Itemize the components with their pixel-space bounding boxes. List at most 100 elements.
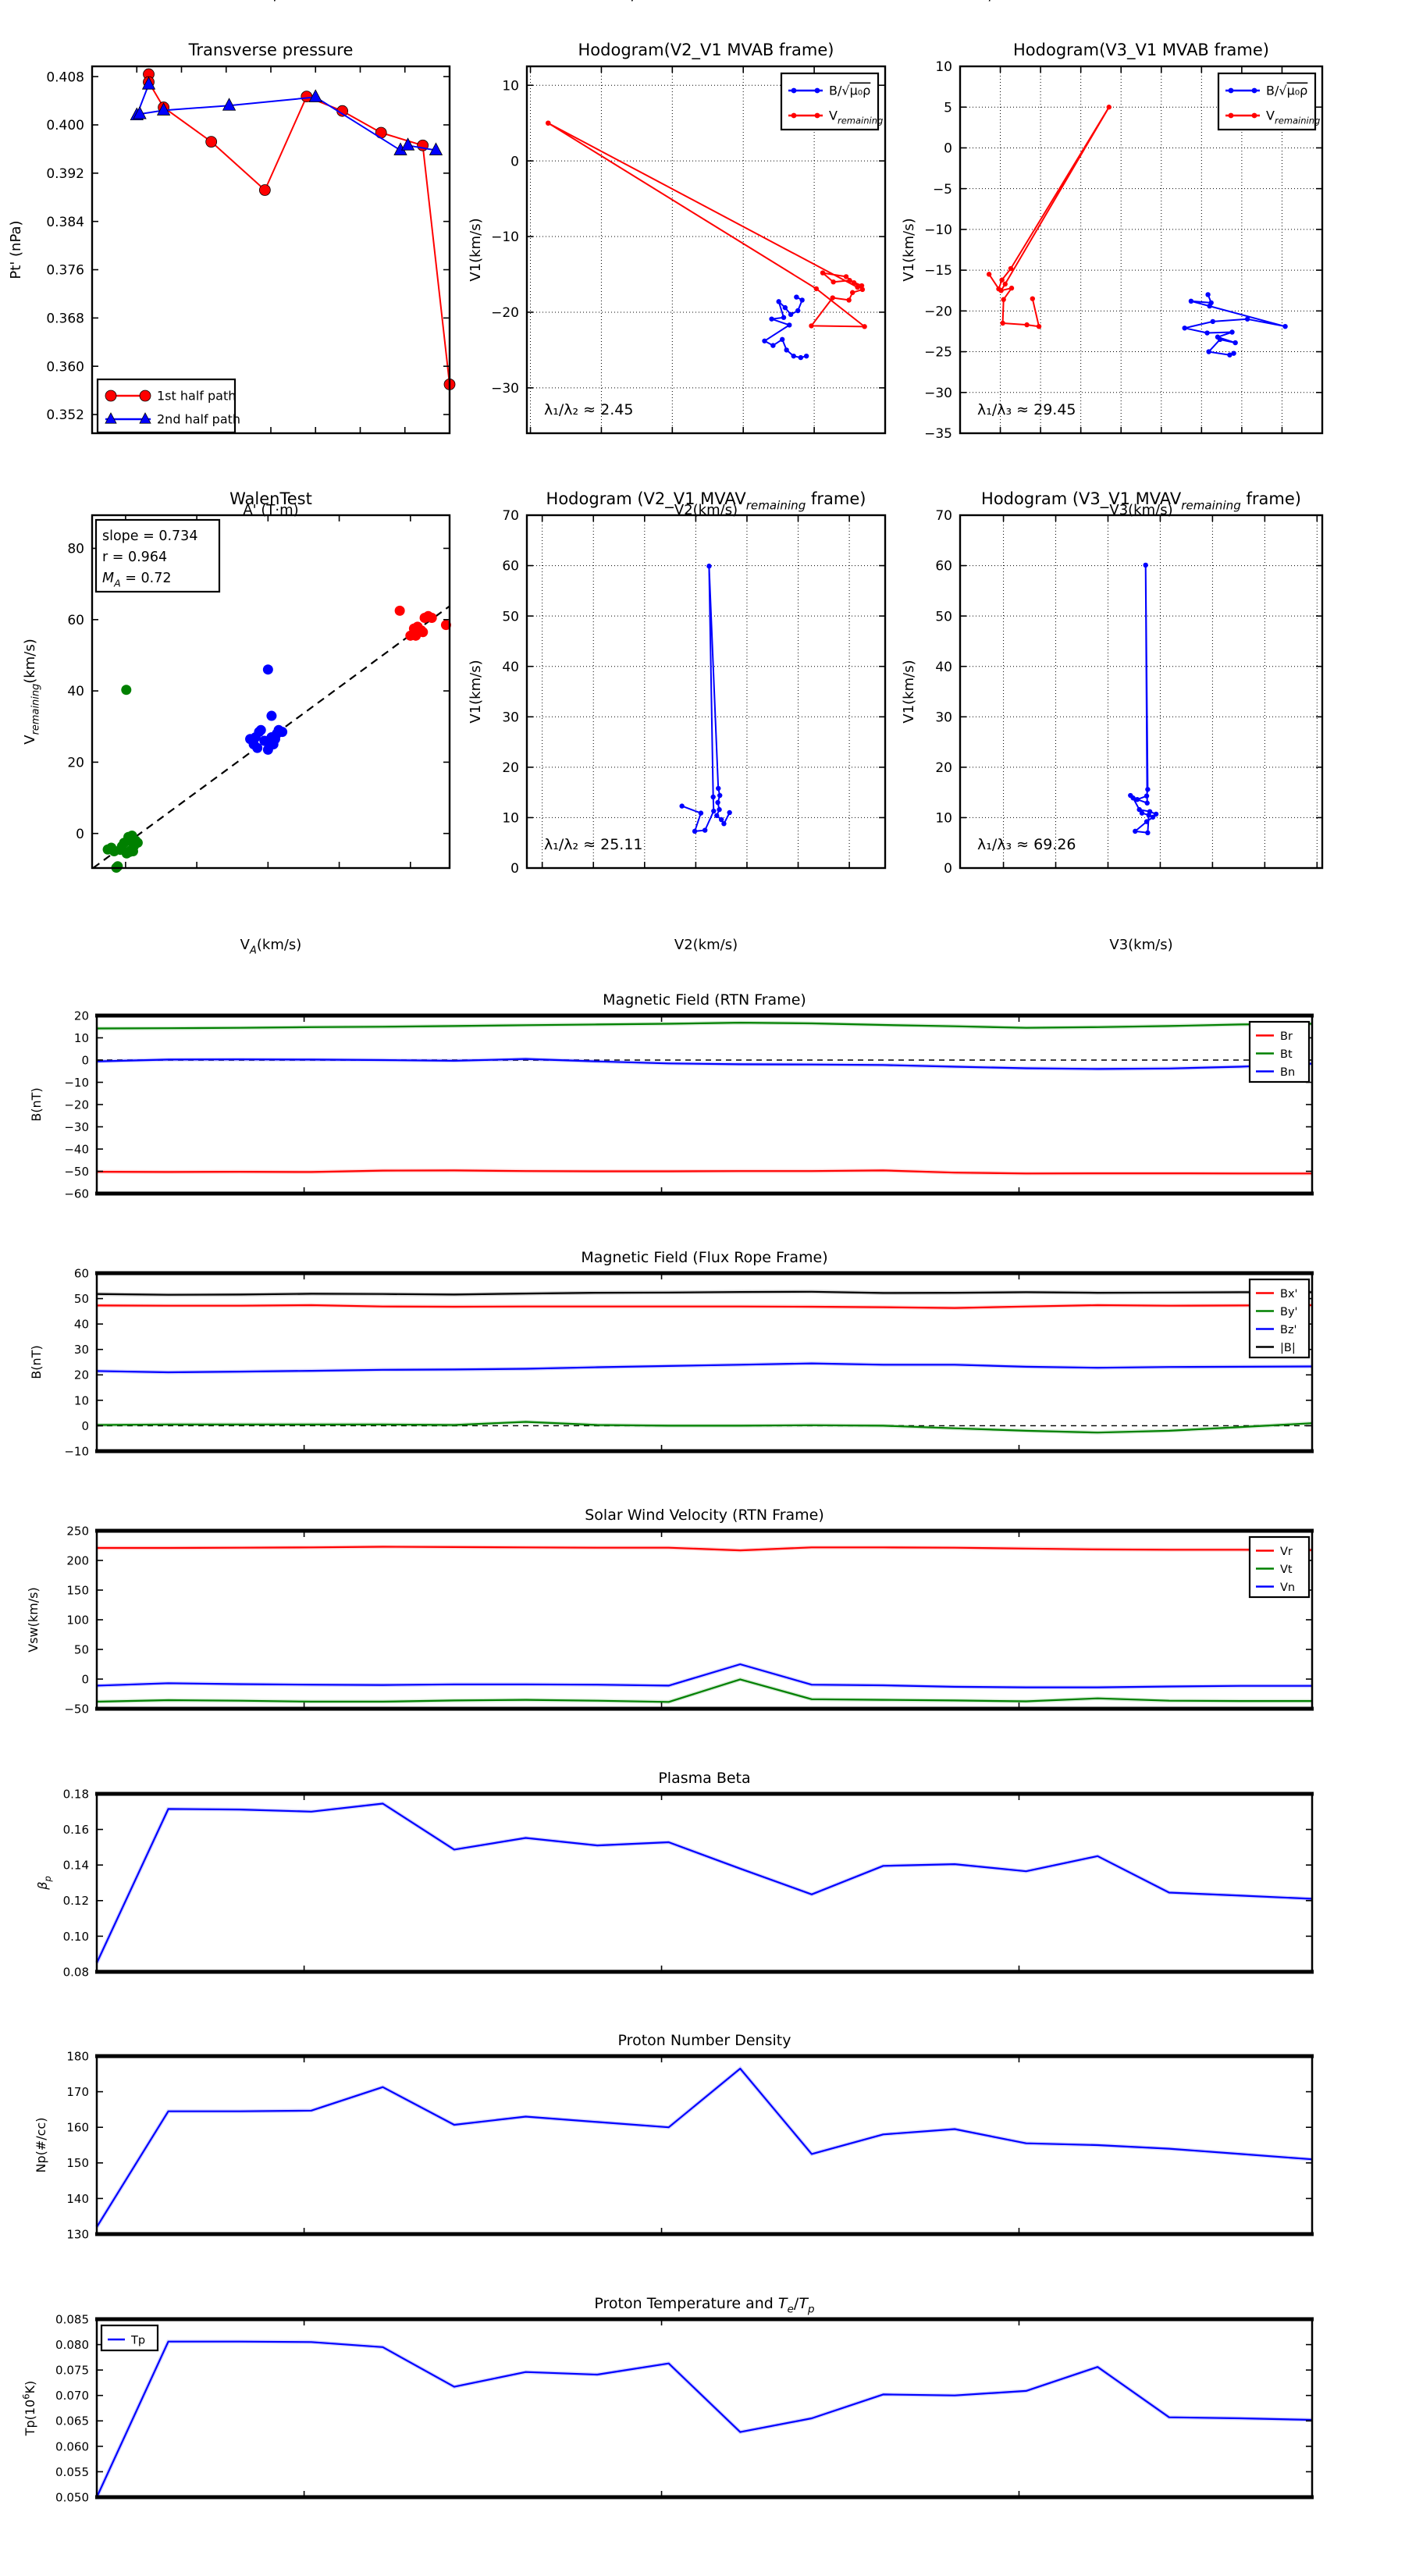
x-axis-label: V3(km/s) <box>1109 502 1172 518</box>
lambda-annotation: λ₁/λ₂ ≈ 2.45 <box>544 401 633 418</box>
y-tick-label: −40 <box>64 1142 89 1156</box>
legend-label: |B| <box>1280 1342 1296 1354</box>
point-marker <box>710 794 716 800</box>
y-tick-label: 30 <box>935 710 952 725</box>
y-tick-label: 0.085 <box>55 2312 89 2326</box>
point-marker <box>1143 562 1148 568</box>
legend-label: Bt <box>1280 1048 1293 1061</box>
point-marker <box>998 288 1004 294</box>
y-tick-label: −30 <box>64 1120 89 1134</box>
point-marker <box>1134 796 1140 802</box>
x-tick-label: −30 <box>658 0 686 4</box>
point-marker <box>791 112 797 119</box>
axes-frame <box>959 514 1324 870</box>
series-underlay <box>94 2339 1313 2499</box>
y-axis-label: V1(km/s) <box>901 660 917 723</box>
legend-box <box>1248 1278 1311 1359</box>
x-tick-label: 70 <box>1072 0 1090 4</box>
axes-frame <box>525 514 887 870</box>
x-tick-label: −50 <box>733 0 761 4</box>
point-marker <box>862 324 867 329</box>
point-marker <box>1210 318 1215 325</box>
y-tick-label: 40 <box>502 660 519 675</box>
point-marker <box>418 627 429 638</box>
y-axis-label: Np(#/cc) <box>34 2118 48 2173</box>
x-tick-label: 75 <box>1112 0 1129 4</box>
y-tick-label: 0.368 <box>46 311 84 326</box>
x-tick-label: −40 <box>587 0 615 4</box>
y-tick-label: 10 <box>74 1393 89 1407</box>
point-marker <box>277 727 288 738</box>
point-marker <box>127 846 138 857</box>
point-marker <box>721 820 727 827</box>
point-marker <box>1227 352 1232 358</box>
point-marker <box>851 279 857 286</box>
panel-hodogram-v3v1-mvav: 0102030405060010203040506070Hodogram (V3… <box>901 0 1325 953</box>
point-marker <box>831 279 836 285</box>
point-marker <box>1144 800 1150 806</box>
point-marker <box>255 724 266 735</box>
panel-title: Hodogram (V3_V1 MVAVremaining frame) <box>981 489 1301 512</box>
point-marker <box>820 270 826 276</box>
triangle-marker <box>222 98 237 111</box>
point-marker <box>1136 806 1142 813</box>
point-marker <box>1002 281 1008 287</box>
y-tick-label: 0 <box>944 141 952 157</box>
point-marker <box>426 612 437 623</box>
y-axis-label: V1(km/s) <box>468 660 484 723</box>
y-axis-label: B(nT) <box>29 1087 44 1121</box>
legend-label: 2nd half path <box>157 412 240 427</box>
x-tick-label: −0.00045 <box>283 0 349 4</box>
y-tick-label: 60 <box>502 559 519 575</box>
series-Vn <box>96 1663 1312 1688</box>
point-marker <box>795 308 801 314</box>
panel-proton-density: 06/27 05:11:58 06/27 05:12:03 06/27 05:12:… <box>34 0 1314 2241</box>
y-tick-label: −20 <box>64 1098 89 1112</box>
legend-box <box>100 2324 159 2352</box>
y-tick-label: 20 <box>67 756 84 771</box>
point-marker <box>1153 811 1159 817</box>
series-Bt <box>96 1022 1313 1030</box>
y-tick-label: 0.376 <box>46 263 84 279</box>
x-tick-label: 60 <box>331 0 348 4</box>
y-tick-label: 0.12 <box>63 1894 89 1908</box>
y-tick-label: 0 <box>76 827 84 842</box>
series-B-alfven <box>763 296 807 359</box>
x-tick-label: 65 <box>1032 0 1049 4</box>
point-marker <box>1130 795 1136 801</box>
point-marker <box>1144 819 1150 824</box>
x-tick-label: 20 <box>188 0 205 4</box>
y-axis-label: B(nT) <box>29 1345 44 1379</box>
x-tick-label: −50 <box>517 0 545 4</box>
point-marker <box>999 277 1005 283</box>
axes-frame <box>525 65 887 435</box>
point-marker <box>698 810 704 816</box>
x-tick-label: −90 <box>528 0 557 4</box>
y-tick-label: 0 <box>81 1672 89 1686</box>
point-marker <box>1182 326 1187 331</box>
legend-label: 1st half path <box>157 389 236 404</box>
legend-label: Vn <box>1280 1582 1295 1594</box>
axes-frame <box>959 65 1324 435</box>
x-tick-label: 10 <box>1048 0 1065 4</box>
point-marker <box>717 792 723 799</box>
x-tick-label: −70 <box>631 0 659 4</box>
point-marker <box>809 323 814 329</box>
y-tick-label: 50 <box>74 1292 89 1306</box>
lambda-annotation: λ₁/λ₃ ≈ 69.26 <box>977 836 1076 853</box>
y-tick-label: 0.400 <box>46 118 84 133</box>
point-marker <box>770 343 776 348</box>
triangle-marker <box>139 412 151 424</box>
point-marker <box>394 605 405 616</box>
panel-title: Magnetic Field (Flux Rope Frame) <box>581 1249 827 1266</box>
legend-box <box>1217 72 1317 131</box>
x-tick-label: −0.00060 <box>238 0 304 4</box>
y-tick-label: 0 <box>81 1419 89 1433</box>
x-tick-label: −0.00120 <box>59 0 126 4</box>
y-axis-label: βp <box>35 1876 53 1891</box>
point-marker <box>1204 330 1210 336</box>
y-tick-label: 50 <box>502 609 519 624</box>
y-tick-label: −50 <box>64 1702 89 1716</box>
point-marker <box>769 316 774 322</box>
